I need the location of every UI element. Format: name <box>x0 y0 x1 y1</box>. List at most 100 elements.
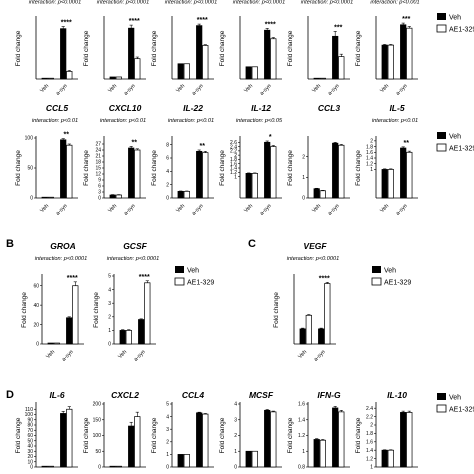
chart-panel: interaction: p<0.0001 Fold change Veh a-syn… <box>83 0 149 97</box>
significance-stars: ** <box>64 132 70 139</box>
bar-ae1-329 <box>202 413 209 468</box>
significance-stars: **** <box>197 17 208 24</box>
bar-ae1-329 <box>144 282 151 345</box>
bar-ae1-329 <box>47 196 54 199</box>
bar-veh <box>245 450 252 468</box>
bar-veh <box>66 317 73 345</box>
bar-veh <box>381 169 388 199</box>
y-axis-label: Fold change <box>83 30 90 66</box>
y-tick-label: 1.4 <box>366 448 373 454</box>
chart-panel: CCL5 interaction: p<0.01 Fold change 0 50 100… <box>15 103 78 217</box>
gene-title: IL-10 <box>387 390 407 400</box>
y-tick-label: 3 <box>98 190 101 196</box>
legend-b: Veh AE1-329 <box>174 266 214 287</box>
significance-stars: **** <box>265 21 276 28</box>
bar-ae1-329 <box>338 56 345 80</box>
legend-a-top: Veh AE1-329 <box>436 13 474 34</box>
x-category-label: a-syn <box>259 83 273 97</box>
y-tick-label: 110 <box>25 407 33 413</box>
bar-veh <box>400 412 407 468</box>
bar-veh <box>41 465 48 468</box>
x-category-label: Veh <box>39 83 50 94</box>
gene-title: IL-5 <box>389 103 404 113</box>
y-tick-label: 3 <box>234 417 237 423</box>
bar-veh <box>264 29 271 80</box>
x-category-label: a-syn <box>395 83 409 97</box>
y-tick-label: 2 <box>302 154 305 160</box>
y-tick-label: 90 <box>27 417 33 423</box>
y-tick-label: 1.2 <box>366 456 373 462</box>
interaction-label: interaction: p<0.0001 <box>107 256 159 262</box>
bar-veh <box>264 141 271 199</box>
y-tick-label: 3 <box>108 301 111 307</box>
y-tick-label: 2 <box>234 153 237 159</box>
bar-ae1-329 <box>319 439 326 468</box>
y-tick-label: 1.8 <box>366 144 373 150</box>
legend-a-bottom: Veh AE1-329 <box>436 132 474 153</box>
bar-ae1-329 <box>406 412 413 468</box>
legend-swatch-ae <box>436 404 447 413</box>
legend-label-veh: Veh <box>449 15 461 22</box>
y-tick-label: 4 <box>166 169 169 175</box>
y-tick-label: 1.6 <box>298 402 305 408</box>
bar-veh <box>60 139 67 199</box>
y-tick-label: 20 <box>27 454 33 460</box>
gene-title: GROA <box>50 241 76 251</box>
bar-ae1-329 <box>406 27 413 80</box>
interaction-label: interaction: p<0.01 <box>100 118 146 124</box>
x-category-label: Veh <box>107 83 118 94</box>
interaction-label: interaction: p<0.001 <box>370 0 419 6</box>
gene-title: VEGF <box>303 241 327 251</box>
y-tick-label: 100 <box>25 136 34 142</box>
x-category-label: Veh <box>379 83 390 94</box>
bar-veh <box>245 173 252 199</box>
panel-letter-d: D <box>6 389 14 401</box>
y-tick-label: 21 <box>95 154 101 160</box>
y-tick-label: 9 <box>98 178 101 184</box>
x-category-label: Veh <box>175 83 186 94</box>
legend-swatch-ae <box>174 277 185 286</box>
y-tick-label: 1.4 <box>298 417 305 423</box>
significance-stars: **** <box>67 275 78 282</box>
bar-ae1-329 <box>406 151 413 199</box>
interaction-label: interaction: p<0.0001 <box>287 256 339 262</box>
y-tick-label: 6 <box>98 184 101 190</box>
bar-veh <box>119 330 126 345</box>
y-axis-label: Fold change <box>287 30 294 66</box>
y-tick-label: 1 <box>234 174 237 180</box>
x-category-label: a-syn <box>259 203 273 217</box>
x-category-label: Veh <box>107 203 118 214</box>
y-tick-label: 60 <box>27 433 33 439</box>
y-axis-label: Fold change <box>287 417 294 453</box>
significance-stars: **** <box>61 20 72 27</box>
y-tick-label: 200 <box>93 402 102 408</box>
bar-veh <box>332 142 339 199</box>
x-category-label: Veh <box>379 203 390 214</box>
y-tick-label: 1.4 <box>366 156 373 162</box>
bar-veh <box>196 150 203 199</box>
y-axis-label: Fold change <box>151 150 158 186</box>
x-category-label: a-syn <box>313 349 327 363</box>
bar-ae1-329 <box>338 144 345 199</box>
y-tick-label: 2.2 <box>230 149 237 155</box>
chart-panel: MCSF Fold change 0 1 2 3 4 <box>219 390 282 471</box>
y-tick-label: 2.6 <box>230 140 237 146</box>
bar-ae1-329 <box>66 408 73 468</box>
y-tick-label: 18 <box>95 160 101 166</box>
y-tick-label: 2.2 <box>366 414 373 420</box>
y-tick-label: 10 <box>27 459 33 465</box>
bar-ae1-329 <box>251 450 258 468</box>
x-category-label: a-syn <box>395 203 409 217</box>
y-axis-label: Fold change <box>287 150 294 186</box>
y-tick-label: 1 <box>108 328 111 334</box>
y-tick-label: 40 <box>33 303 39 309</box>
bar-veh <box>177 190 184 199</box>
bar-ae1-329 <box>251 66 258 80</box>
bar-veh <box>196 25 203 80</box>
x-category-label: Veh <box>311 83 322 94</box>
bar-ae1-329 <box>125 330 132 345</box>
legend-swatch-ae <box>436 24 447 33</box>
significance-stars: **** <box>139 274 150 281</box>
y-tick-label: 1.4 <box>230 166 237 172</box>
legend-c: Veh AE1-329 <box>371 266 411 287</box>
